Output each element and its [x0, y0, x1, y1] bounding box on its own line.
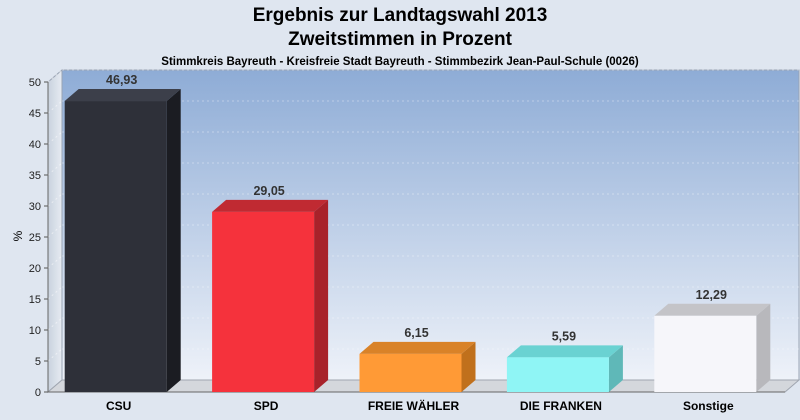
y-tick-label: 15: [29, 294, 41, 306]
chart-title: Ergebnis zur Landtagswahl 2013: [252, 5, 548, 26]
bar-top: [212, 199, 329, 212]
grid-line-wall: [47, 348, 63, 362]
y-tick-label: 35: [29, 170, 41, 182]
grid-line-wall: [47, 69, 63, 83]
bar-side: [608, 345, 623, 392]
bar: [654, 315, 757, 392]
grid-line-wall: [47, 131, 63, 145]
y-tick-label: 10: [29, 325, 41, 337]
bar: [64, 101, 167, 392]
grid-line-wall: [47, 162, 63, 176]
data-label: 46,93: [106, 73, 137, 87]
y-tick-label: 25: [29, 232, 41, 244]
grid-line-wall: [47, 255, 63, 269]
grid-line-wall: [47, 100, 63, 114]
x-tick-label: DIE FRANKEN: [520, 399, 602, 413]
y-tick-label: 40: [29, 139, 41, 151]
bar-side: [461, 341, 476, 392]
bar-side: [166, 89, 181, 392]
y-axis-label: %: [11, 230, 25, 241]
bar-side: [756, 303, 771, 392]
y-tick-label: 0: [35, 387, 41, 399]
bar-top: [654, 303, 771, 316]
bar: [212, 211, 315, 392]
bar: [506, 357, 609, 392]
y-tick-label: 50: [29, 77, 41, 89]
y-tick-label: 20: [29, 263, 41, 275]
y-tick-label: 30: [29, 201, 41, 213]
y-tick-label: 45: [29, 108, 41, 120]
chart-subtitle: Zweitstimmen in Prozent: [288, 29, 512, 50]
bar-top: [506, 345, 623, 358]
x-tick-label: SPD: [254, 399, 279, 413]
bar-top: [359, 341, 476, 354]
plot-side-wall: [47, 68, 63, 394]
y-tick-label: 5: [35, 356, 41, 368]
chart-location-subtitle: Stimmkreis Bayreuth - Kreisfreie Stadt B…: [161, 56, 639, 68]
data-label: 12,29: [696, 288, 727, 302]
grid-line-wall: [47, 224, 63, 238]
grid-line-wall: [47, 193, 63, 207]
x-tick-label: CSU: [106, 399, 131, 413]
x-tick-label: Sonstige: [683, 399, 734, 413]
grid-line-wall: [47, 286, 63, 300]
bar: [359, 353, 462, 392]
grid-line-wall: [47, 317, 63, 331]
data-label: 29,05: [253, 184, 284, 198]
bar-top: [64, 89, 181, 102]
bar-side: [314, 199, 329, 392]
chart-header: Ergebnis zur Landtagswahl 2013 Zweitstim…: [0, 0, 800, 70]
data-label: 6,15: [404, 326, 428, 340]
x-tick-label: FREIE WÄHLER: [368, 398, 460, 413]
data-label: 5,59: [552, 329, 576, 343]
